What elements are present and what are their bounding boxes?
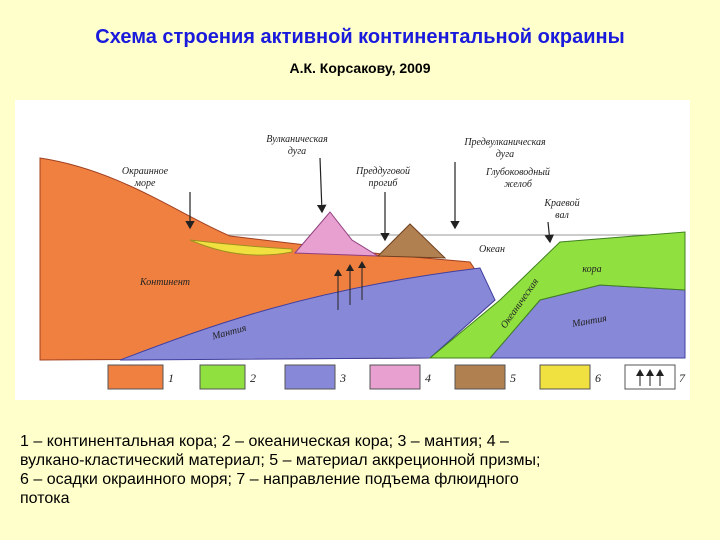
legend-swatch (454, 364, 506, 390)
mantle-left (119, 267, 496, 361)
legend-number: 1 (168, 371, 174, 385)
legend-arrows (636, 369, 664, 386)
label: море (134, 178, 156, 189)
caption-line: вулкано-кластический материал; 5 – матер… (20, 452, 541, 469)
legend-swatch (107, 364, 164, 390)
label: Краевой (543, 198, 579, 209)
legend-number: 2 (250, 371, 256, 385)
label: дуга (288, 146, 306, 157)
label: Вулканическая (266, 134, 328, 145)
label: Глубоководный (485, 167, 550, 178)
accretion-prism (376, 223, 447, 259)
caption-line: 6 – осадки окраинного моря; 7 – направле… (20, 471, 519, 488)
legend-swatch (539, 364, 591, 390)
label: Океан (479, 244, 505, 255)
legend-number: 3 (339, 371, 346, 385)
legend-swatch (284, 364, 336, 390)
label: Континент (139, 277, 190, 288)
label: Окраинное (122, 166, 169, 177)
label: Преддуговой (355, 166, 410, 177)
subtitle: А.К. Корсакову, 2009 (289, 60, 431, 76)
fluid-arrows (334, 261, 366, 310)
legend-number: 4 (425, 371, 431, 385)
pointer-arrows (185, 157, 555, 244)
label: кора (582, 264, 601, 275)
label: Предвулканическая (463, 137, 546, 148)
legend-number: 6 (595, 371, 601, 385)
diagram: Окраинное море Вулканическая дуга Предду… (15, 100, 690, 400)
legend-swatch (369, 364, 421, 390)
volcanic-arc (293, 211, 380, 257)
legend-number: 7 (679, 371, 686, 385)
caption-line: потока (20, 490, 70, 507)
label: прогиб (369, 178, 399, 189)
label: вал (555, 210, 569, 221)
title: Схема строения активной континентальной … (95, 26, 625, 48)
label: желоб (504, 179, 533, 190)
label: дуга (496, 149, 514, 160)
legend-swatch (199, 364, 246, 390)
legend-number: 5 (510, 371, 516, 385)
caption-line: 1 – континентальная кора; 2 – океаническ… (20, 433, 509, 450)
sea-sediments (189, 239, 293, 256)
oceanic-crust (428, 231, 686, 359)
caption: 1 – континентальная кора; 2 – океаническ… (20, 432, 700, 508)
